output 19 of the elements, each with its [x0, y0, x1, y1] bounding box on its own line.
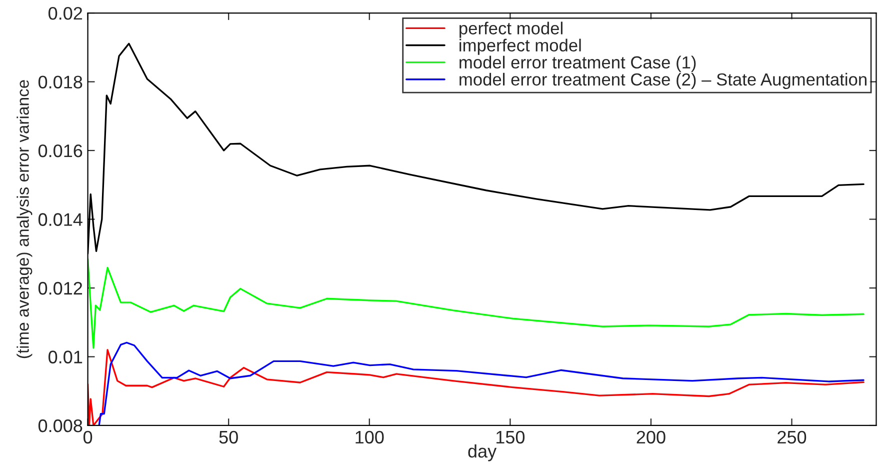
x-tick-label: 250	[778, 430, 806, 444]
x-axis-title: day	[468, 444, 497, 462]
x-tick-label: 50	[219, 430, 238, 444]
y-tick-label: 0.016	[38, 144, 82, 158]
x-tick-label: 200	[636, 430, 666, 444]
y-tick-label: 0.012	[38, 282, 82, 295]
legend-label: perfect model	[460, 22, 562, 38]
x-tick-label: 0	[83, 430, 92, 444]
legend-label: model error treatment Case (2) – State Augmentation	[460, 72, 866, 90]
y-tick-label: 0.01	[48, 350, 82, 364]
y-tick-label: 0.018	[38, 76, 82, 88]
x-tick-label: 100	[356, 430, 384, 444]
y-tick-label: 0.014	[38, 213, 82, 226]
legend-label: imperfect model	[460, 38, 581, 55]
legend-label: model error treatment Case (1)	[460, 56, 696, 72]
y-tick-label: 0.02	[48, 6, 82, 20]
y-axis-title: (time average) analysis error variance	[16, 80, 32, 358]
x-tick-label: 150	[496, 430, 525, 444]
y-tick-label: 0.008	[38, 419, 82, 432]
